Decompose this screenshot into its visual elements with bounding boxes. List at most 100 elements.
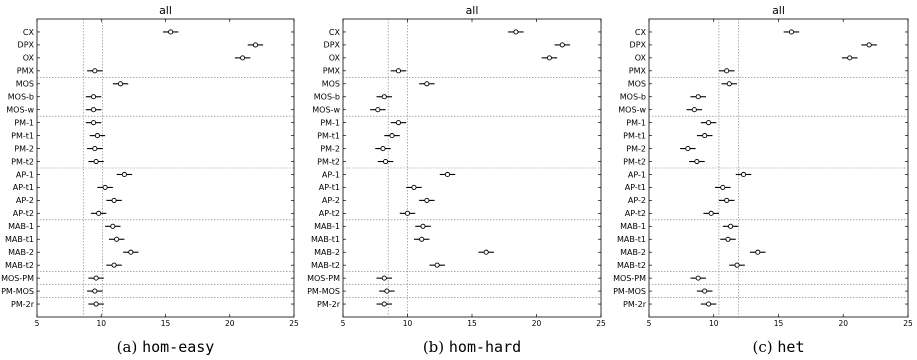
category-label: OX	[23, 54, 35, 63]
mean-marker	[702, 133, 708, 139]
mean-marker	[691, 107, 697, 113]
category-label: PM-1	[626, 118, 646, 127]
category-label: MAB-2	[620, 248, 646, 257]
mean-marker	[381, 275, 387, 281]
category-label: MAB-t1	[311, 235, 340, 244]
category-label: AP-2	[628, 196, 646, 205]
mean-marker	[381, 94, 387, 100]
category-label: AP-1	[322, 170, 340, 179]
category-label: MAB-1	[620, 222, 646, 231]
mean-marker	[444, 171, 451, 178]
category-label: CX	[23, 28, 35, 37]
category-label: AP-t2	[319, 209, 340, 218]
mean-marker	[90, 107, 97, 113]
mean-marker	[94, 133, 100, 139]
mean-marker	[93, 275, 99, 281]
category-label: MOS	[628, 80, 646, 89]
mean-marker	[755, 249, 761, 255]
mean-marker	[117, 81, 124, 87]
x-tick-label: 20	[532, 319, 542, 328]
mean-marker	[395, 120, 402, 126]
mean-marker	[420, 223, 426, 229]
mean-marker	[419, 236, 425, 242]
category-label: DPX	[18, 41, 35, 50]
category-label: MOS-PM	[1, 274, 34, 283]
x-tick-label: 5	[341, 319, 346, 328]
mean-marker	[728, 223, 734, 229]
category-label: AP-t1	[319, 183, 340, 192]
mean-marker	[434, 262, 440, 268]
category-label: PMX	[17, 67, 35, 76]
mean-marker	[702, 288, 708, 294]
category-label: PM-2r	[11, 300, 35, 309]
x-tick-label: 20	[838, 319, 848, 328]
mean-marker	[128, 249, 134, 255]
caption-name: hom-easy	[142, 338, 214, 356]
mean-marker	[788, 29, 795, 35]
mean-marker	[381, 301, 387, 307]
x-tick-label: 10	[96, 319, 106, 328]
mean-marker	[168, 29, 174, 35]
category-label: AP-2	[16, 196, 34, 205]
category-label: MOS-w	[6, 105, 34, 114]
mean-marker	[847, 55, 853, 61]
mean-marker	[411, 184, 417, 190]
mean-marker	[121, 171, 127, 178]
category-label: PM-MOS	[613, 287, 646, 296]
mean-marker	[685, 146, 691, 152]
category-label: MOS-PM	[613, 274, 646, 283]
mean-marker	[724, 68, 730, 74]
category-label: MOS-PM	[307, 274, 340, 283]
chart-panel-2: all 5 10 15 20 25 CX DPX OX PMX MOS MOS-b MOS-w PM-1 P…	[307, 4, 606, 356]
mean-marker	[708, 210, 714, 216]
x-tick-label: 10	[709, 319, 719, 328]
category-label: PM-1	[320, 118, 340, 127]
caption-prefix: (c)	[753, 338, 778, 356]
mean-marker	[395, 68, 402, 74]
category-label: MAB-t1	[617, 235, 646, 244]
chart-panel-1: all 5 10 15 20 25 CX DPX OX PMX MOS MOS-b MOS-w PM-1 P…	[1, 4, 299, 356]
category-label: AP-2	[322, 196, 340, 205]
x-tick-label: 25	[596, 319, 606, 328]
x-tick-label: 15	[467, 319, 477, 328]
mean-marker	[240, 55, 246, 61]
mean-marker	[90, 94, 97, 100]
mean-marker	[404, 210, 411, 216]
category-label: MOS	[16, 80, 34, 89]
category-label: PM-1	[14, 118, 34, 127]
mean-marker	[92, 146, 98, 152]
mean-marker	[694, 158, 700, 165]
chart-panel-3: all 5 10 15 20 25 CX DPX OX PMX MOS MOS-b MOS-w PM-1 P…	[613, 4, 913, 356]
mean-marker	[384, 288, 390, 294]
mean-marker	[695, 275, 701, 281]
mean-marker	[111, 197, 117, 203]
mean-marker	[513, 29, 519, 35]
category-label: PMX	[629, 67, 647, 76]
category-label: PM-2	[320, 144, 340, 153]
mean-marker	[866, 42, 872, 48]
category-label: MAB-1	[8, 222, 34, 231]
category-label: MOS-b	[620, 93, 646, 102]
category-label: MOS-b	[8, 93, 34, 102]
caption-name: het	[777, 338, 804, 356]
mean-marker	[424, 197, 430, 203]
mean-marker	[380, 146, 386, 152]
category-label: MOS-b	[314, 93, 340, 102]
category-label: PM-t1	[317, 131, 340, 140]
category-label: AP-1	[628, 170, 646, 179]
panel-caption: (c) het	[753, 338, 805, 356]
category-label: PM-t2	[623, 157, 646, 166]
category-label: PM-2r	[623, 300, 647, 309]
category-label: PM-MOS	[307, 287, 340, 296]
category-label: PM-MOS	[1, 287, 34, 296]
mean-marker	[740, 171, 747, 178]
mean-marker	[90, 120, 97, 126]
x-tick-label: 25	[289, 319, 299, 328]
mean-marker	[110, 223, 116, 229]
mean-marker	[375, 107, 381, 113]
category-label: DPX	[630, 41, 647, 50]
category-label: PM-t2	[11, 157, 34, 166]
panel-caption: (b) hom-hard	[423, 338, 521, 356]
panel-title: all	[466, 4, 479, 17]
category-label: PM-t1	[11, 131, 34, 140]
